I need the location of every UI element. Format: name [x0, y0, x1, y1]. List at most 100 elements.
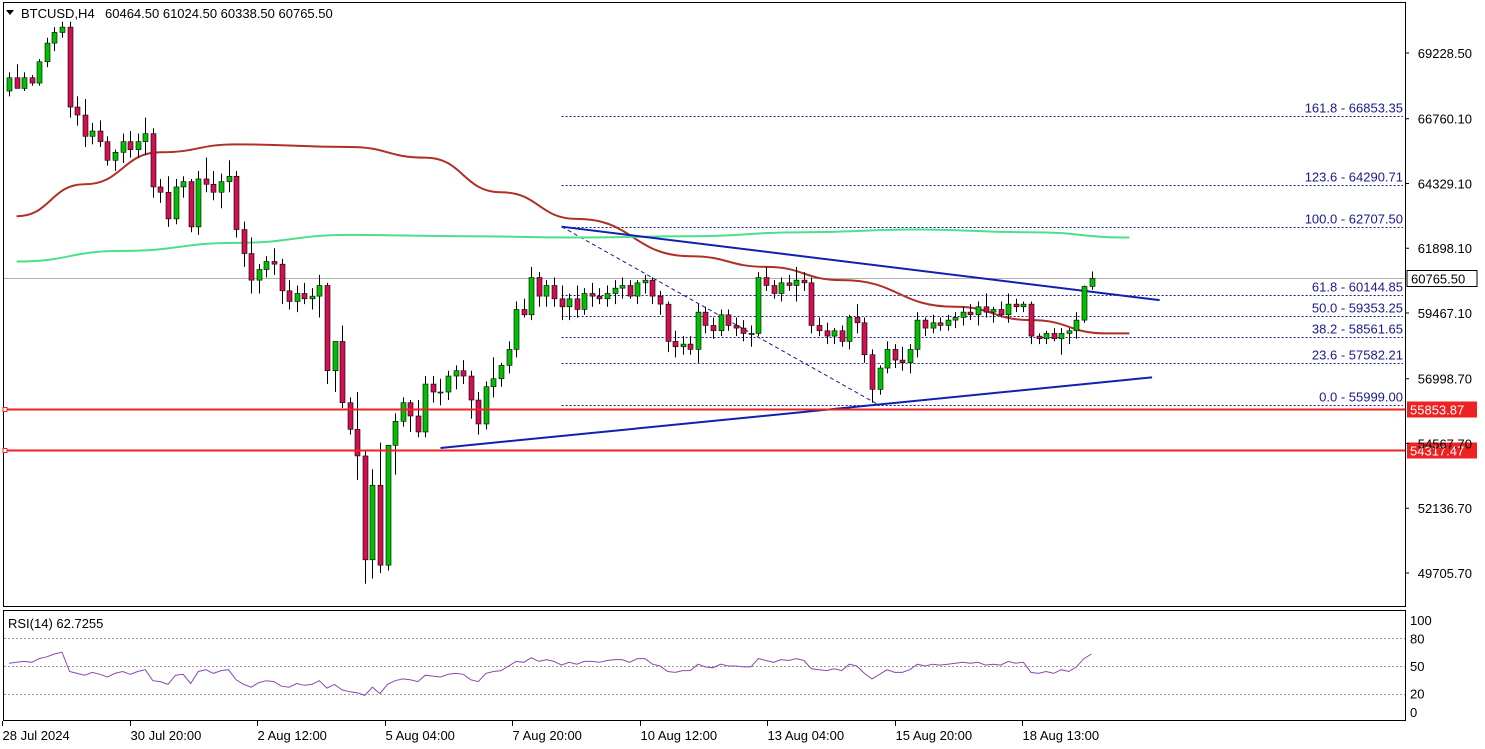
candle-body	[930, 322, 937, 329]
candle	[665, 301, 672, 353]
candle-body	[1066, 330, 1073, 334]
candle	[263, 256, 270, 278]
candle	[990, 306, 997, 323]
candle-body	[460, 370, 467, 377]
candle-body	[1073, 319, 1080, 332]
candle	[1089, 271, 1096, 290]
candle	[861, 317, 868, 363]
candle-body	[627, 285, 634, 297]
candle	[44, 37, 51, 68]
candle-body	[347, 402, 354, 430]
candle	[846, 314, 853, 350]
time-tick-label: 30 Jul 20:00	[131, 728, 202, 743]
candle	[195, 170, 202, 235]
candle-body	[1089, 278, 1096, 287]
candle	[127, 131, 134, 158]
candle	[657, 290, 664, 315]
candle	[581, 288, 588, 315]
candle	[188, 178, 195, 233]
upper-trendline[interactable]	[561, 225, 1160, 302]
candle-body	[142, 133, 149, 142]
support-price-label: 54317.47	[1410, 444, 1464, 459]
candle	[97, 120, 104, 147]
candle	[339, 325, 346, 409]
support-line-handle[interactable]	[2, 407, 8, 412]
time-tick-label: 2 Aug 12:00	[258, 728, 327, 743]
candle-body	[536, 277, 543, 297]
candle-body	[44, 42, 51, 63]
candle-body	[369, 484, 376, 561]
candle	[430, 376, 437, 403]
candle	[21, 72, 28, 92]
candle	[914, 312, 921, 358]
candle	[778, 277, 785, 302]
time-tick-label: 18 Aug 13:00	[1023, 728, 1100, 743]
candle-body	[14, 77, 21, 89]
candle	[271, 248, 278, 275]
candle	[67, 21, 74, 118]
candle	[1005, 293, 1012, 323]
candle-body	[218, 181, 225, 193]
candle-body	[362, 455, 369, 561]
candle-body	[6, 77, 13, 92]
candle	[286, 280, 293, 310]
candle	[922, 317, 929, 337]
candle	[687, 336, 694, 355]
candle-body	[755, 277, 762, 334]
candle-body	[120, 141, 127, 153]
candle-body	[649, 279, 656, 297]
candle-body	[256, 269, 263, 281]
candle	[672, 330, 679, 358]
rsi-tick-label: 0	[1410, 705, 1417, 720]
candle	[142, 117, 149, 155]
candle	[1058, 328, 1065, 355]
candle-body	[59, 26, 66, 33]
price-tick-label: 49705.70	[1418, 566, 1472, 581]
candle	[506, 341, 513, 374]
candle-body	[763, 277, 770, 286]
candle	[475, 392, 482, 435]
price-tick-label: 56998.70	[1418, 372, 1472, 387]
candle	[104, 136, 111, 166]
candle	[51, 27, 58, 52]
candle-body	[725, 314, 732, 326]
candle-body	[612, 287, 619, 294]
candle-body	[695, 311, 702, 350]
candle-body	[808, 282, 815, 326]
candle-body	[983, 306, 990, 313]
candle	[241, 221, 248, 267]
candle-body	[793, 279, 800, 286]
candle	[173, 178, 180, 225]
candle	[854, 304, 861, 334]
current-price-label: 60765.50	[1411, 272, 1465, 287]
candle-body	[112, 152, 119, 161]
fib-level-label: 38.2 - 58561.65	[1312, 322, 1403, 337]
candle	[551, 277, 558, 307]
candle-body	[634, 282, 641, 297]
candle-body	[150, 133, 157, 188]
candle	[596, 288, 603, 305]
candle	[543, 280, 550, 307]
candle	[490, 357, 497, 398]
candle	[710, 317, 717, 339]
support-line-handle[interactable]	[2, 448, 8, 453]
candle	[755, 272, 762, 337]
fib-level-label: 61.8 - 60144.85	[1312, 280, 1403, 295]
candle	[279, 258, 286, 305]
candle-body	[506, 349, 513, 366]
candle-body	[604, 293, 611, 300]
candle-body	[680, 343, 687, 348]
candle	[157, 178, 164, 203]
candle-body	[922, 319, 929, 329]
candle	[248, 237, 255, 294]
candle-body	[490, 378, 497, 388]
candle-body	[846, 317, 853, 342]
candle-body	[203, 178, 210, 185]
lower-trendline[interactable]	[440, 376, 1153, 449]
candle-body	[581, 293, 588, 310]
support-price-box	[1407, 401, 1477, 418]
price-tick-label: 59467.10	[1418, 306, 1472, 321]
candle-body	[51, 32, 58, 44]
dropdown-triangle-icon[interactable]	[6, 10, 14, 15]
